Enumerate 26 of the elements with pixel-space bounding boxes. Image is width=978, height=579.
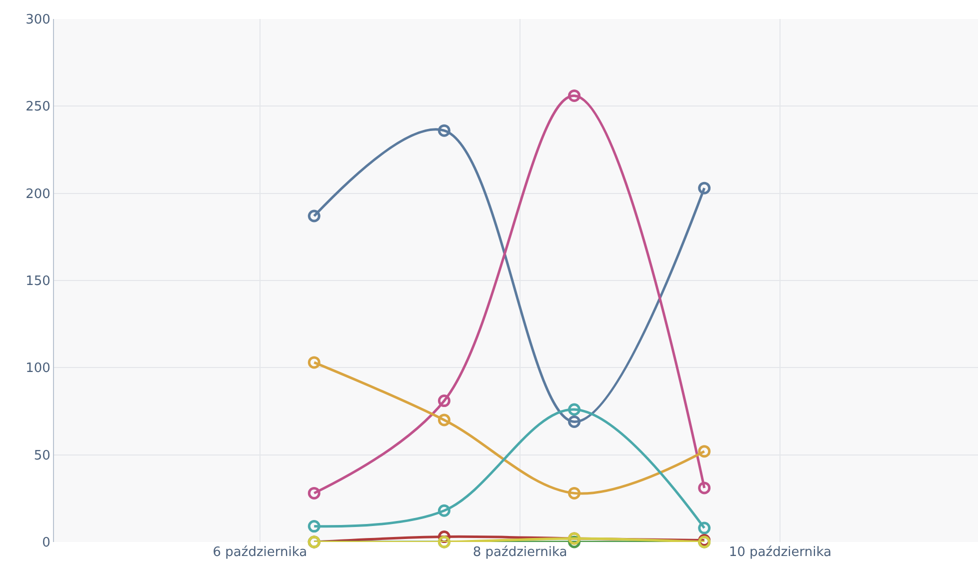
point	[308, 210, 320, 222]
y-tick-label: 150	[26, 274, 50, 290]
point	[568, 89, 581, 102]
point	[698, 522, 711, 534]
y-tick-label: 200	[26, 186, 50, 202]
x-tick-label: 6 października	[212, 545, 308, 560]
point	[308, 520, 320, 533]
point	[568, 486, 581, 500]
point	[568, 415, 581, 428]
y-tick-label: 300	[26, 12, 50, 28]
y-tick-label: 50	[34, 448, 50, 464]
point	[308, 356, 320, 369]
point	[698, 445, 711, 458]
y-tick-label: 0	[42, 536, 50, 551]
y-tick-label: 100	[26, 361, 50, 376]
point	[438, 504, 450, 517]
point	[438, 414, 450, 426]
y-tick-label: 250	[26, 100, 50, 115]
point	[698, 182, 711, 194]
point	[308, 486, 320, 500]
point	[438, 124, 450, 137]
point	[438, 394, 450, 408]
point	[698, 482, 711, 494]
x-tick-label: 8 października	[472, 545, 568, 560]
point	[568, 403, 581, 416]
x-tick-label: 10 października	[728, 545, 832, 560]
